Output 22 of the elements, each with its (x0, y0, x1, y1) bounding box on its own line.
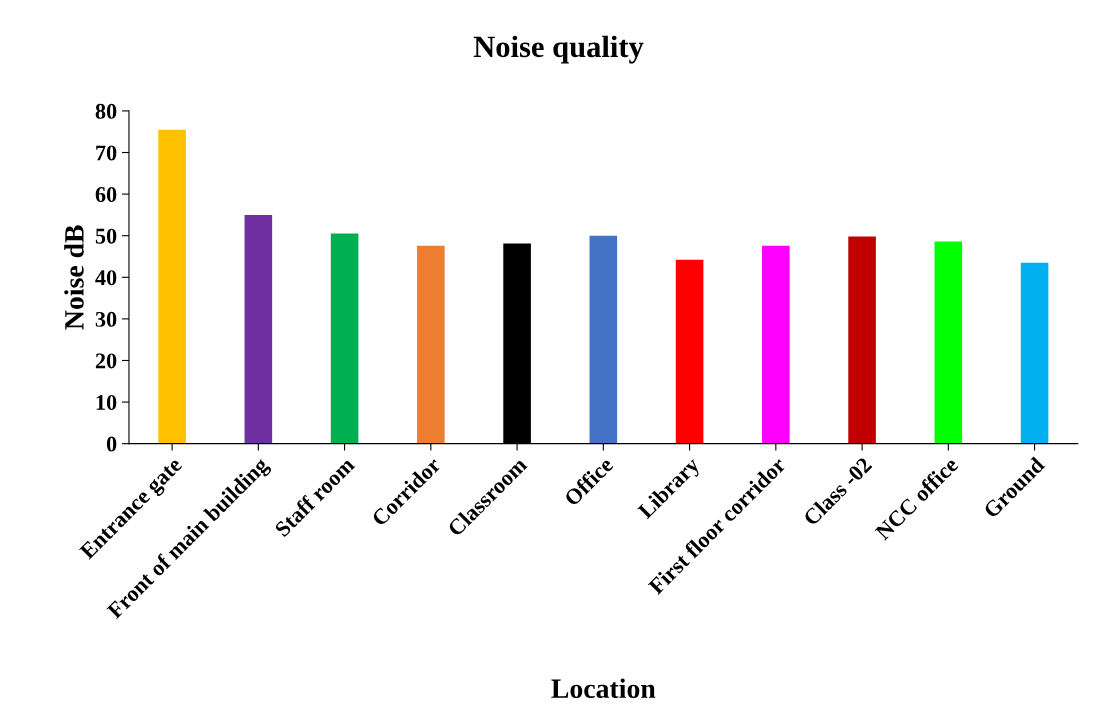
y-tick-label: 40 (95, 270, 117, 286)
y-tick-label: 70 (96, 145, 117, 161)
bar (848, 236, 876, 444)
y-tick-label: 0 (106, 436, 117, 452)
x-axis-title: Location (551, 678, 656, 699)
bar (1020, 262, 1049, 444)
y-tick-label: 80 (95, 103, 117, 119)
bar (589, 235, 618, 444)
bar (934, 241, 963, 444)
y-tick-label: 50 (95, 228, 117, 244)
bar (675, 259, 704, 444)
bar (330, 233, 359, 444)
bar (417, 245, 445, 444)
y-tick-label: 60 (95, 187, 117, 203)
bar (158, 129, 186, 444)
bar (762, 245, 790, 444)
chart-title: Noise quality (473, 35, 644, 64)
y-axis-title: Noise dB (64, 225, 84, 330)
y-tick-label: 30 (95, 311, 117, 327)
y-tick-label: 20 (95, 353, 117, 369)
bar (244, 214, 273, 444)
y-tick-label: 10 (96, 395, 117, 410)
